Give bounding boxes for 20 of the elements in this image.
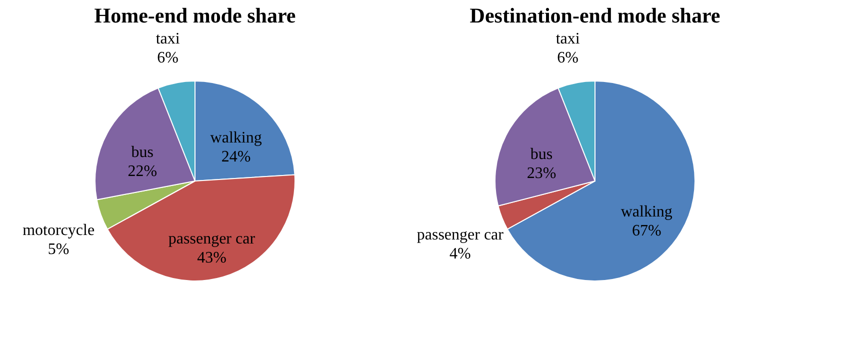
data-label: 24% [221, 148, 251, 166]
slice-label: bus [131, 144, 154, 162]
slice-label: passenger car [168, 230, 256, 248]
slice-label: bus [530, 146, 553, 163]
data-label: 22% [128, 163, 158, 180]
slice-label: taxi [556, 30, 580, 48]
chart-title: Home-end mode share [94, 4, 296, 28]
slice-label: walking [210, 129, 262, 146]
slice-label: walking [620, 204, 672, 221]
data-label: 6% [157, 50, 178, 67]
slice-label: passenger car [416, 226, 504, 244]
data-label: 5% [48, 241, 70, 258]
slice-label: taxi [156, 30, 180, 48]
data-label: 23% [526, 164, 556, 182]
data-label: 4% [450, 245, 471, 262]
chart-title: Destination-end mode share [470, 4, 720, 28]
data-label: 67% [632, 222, 662, 240]
data-label: 43% [197, 250, 226, 267]
data-label: 6% [557, 50, 578, 67]
slice-label: motorcycle [22, 222, 95, 240]
